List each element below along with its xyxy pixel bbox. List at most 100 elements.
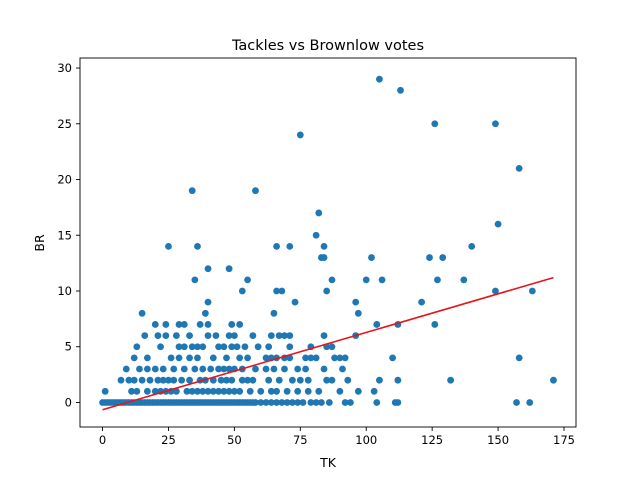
chart-title: Tackles vs Brownlow votes — [231, 38, 424, 54]
data-point — [323, 376, 331, 384]
data-point — [468, 243, 476, 250]
data-point — [331, 354, 338, 362]
data-point — [252, 399, 259, 406]
data-point — [225, 365, 233, 373]
data-point — [143, 387, 151, 395]
data-point — [281, 332, 288, 339]
data-point — [220, 343, 228, 351]
data-point — [254, 343, 262, 351]
data-point — [318, 399, 325, 406]
data-point — [328, 343, 336, 351]
data-point — [434, 276, 441, 284]
data-point — [312, 354, 320, 362]
data-point — [154, 332, 162, 339]
x-tick-label: 25 — [161, 433, 176, 447]
data-point — [138, 376, 146, 384]
data-point — [394, 376, 402, 384]
data-point — [204, 387, 212, 395]
data-point — [273, 399, 280, 406]
trend-line — [102, 276, 554, 411]
data-point — [320, 332, 328, 339]
data-point — [230, 387, 238, 395]
data-point — [397, 86, 404, 94]
data-point — [262, 399, 270, 406]
data-point — [431, 321, 439, 328]
data-point — [302, 365, 309, 373]
data-point — [194, 243, 201, 250]
data-point — [151, 321, 159, 328]
data-point — [354, 309, 362, 317]
axes: 0 25 50 75 100 125 150 175 0 5 10 15 20 25 30 — [57, 57, 577, 447]
data-point — [180, 321, 188, 328]
data-point — [307, 399, 315, 406]
data-point — [162, 332, 170, 339]
data-point — [294, 387, 302, 395]
data-point — [133, 343, 141, 351]
plot-frame — [79, 57, 577, 428]
data-point — [122, 365, 130, 373]
x-tick-label: 75 — [293, 433, 308, 447]
data-point — [241, 343, 249, 351]
data-point — [347, 399, 354, 406]
data-point — [296, 131, 304, 139]
data-point — [188, 387, 196, 395]
data-point — [376, 376, 383, 384]
data-point — [228, 343, 236, 351]
data-point — [225, 265, 233, 273]
data-point — [141, 332, 149, 339]
data-point — [418, 298, 426, 306]
data-point — [370, 387, 378, 395]
data-point — [439, 254, 447, 261]
data-point — [281, 365, 288, 373]
data-point — [320, 365, 328, 373]
x-tick-label: 125 — [421, 433, 443, 447]
data-point — [315, 209, 323, 217]
data-point — [323, 287, 331, 295]
data-point — [312, 231, 320, 239]
data-point — [286, 332, 294, 339]
y-tick-label: 10 — [57, 284, 72, 298]
data-point — [275, 332, 283, 339]
x-tick-label: 50 — [227, 433, 242, 447]
data-point — [143, 365, 151, 373]
data-point — [186, 354, 193, 362]
data-point — [209, 354, 217, 362]
data-point — [212, 332, 220, 339]
data-point — [492, 287, 499, 295]
data-point — [265, 376, 273, 384]
data-point — [283, 399, 291, 406]
data-point — [447, 376, 455, 384]
data-point — [267, 399, 275, 406]
data-point — [312, 399, 320, 406]
x-axis-label: TK — [319, 455, 337, 470]
data-point — [513, 399, 520, 406]
data-point — [320, 243, 328, 250]
data-point — [270, 309, 278, 317]
data-point — [283, 387, 291, 395]
data-point — [304, 376, 312, 384]
data-point — [209, 387, 217, 395]
data-point — [270, 365, 278, 373]
data-point — [528, 287, 536, 295]
data-point — [289, 376, 296, 384]
data-point — [172, 332, 180, 339]
data-point — [328, 376, 336, 384]
x-tick-label: 0 — [99, 433, 106, 447]
y-tick-label: 25 — [57, 117, 72, 131]
data-point — [526, 399, 534, 406]
data-point — [278, 287, 286, 295]
data-point — [204, 298, 212, 306]
data-point — [117, 376, 125, 384]
data-point — [186, 376, 193, 384]
data-point — [223, 376, 230, 384]
data-point — [233, 343, 241, 351]
data-point — [273, 243, 280, 250]
data-point — [228, 376, 236, 384]
data-point — [175, 321, 183, 328]
data-point — [362, 276, 370, 284]
data-point — [286, 343, 294, 351]
data-point — [246, 387, 254, 395]
y-tick-label: 5 — [65, 340, 72, 354]
data-point — [373, 321, 381, 328]
